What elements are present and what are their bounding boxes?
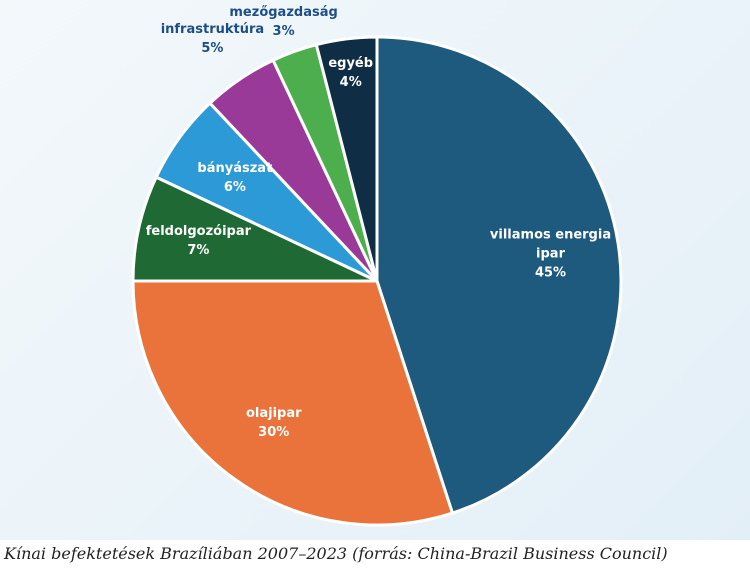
- value-label: 30%: [258, 425, 290, 441]
- category-label: feldolgozóipar: [145, 224, 252, 240]
- slice-label: mezőgazdaság 3%: [229, 3, 337, 41]
- value-label: 5%: [201, 40, 224, 56]
- slice-label: olajipar 30%: [246, 404, 302, 442]
- pie-slice: [375, 35, 623, 515]
- slice-label: bányászat 6%: [197, 159, 272, 197]
- slice-label: infrastruktúra 5%: [161, 20, 264, 58]
- slice-label: feldolgozóipar 7%: [146, 222, 251, 260]
- pie-slice: [131, 175, 378, 283]
- slice-label: villamos energia ipar 45%: [486, 225, 616, 282]
- chart: [131, 35, 623, 527]
- value-label: 7%: [187, 243, 210, 259]
- category-label: bányászat: [197, 160, 273, 176]
- pie-slice: [314, 35, 379, 282]
- category-label: mezőgazdaság: [229, 4, 338, 20]
- value-label: 6%: [223, 179, 246, 195]
- chart-area: villamos energia ipar 45% olajipar 30% feldo…: [0, 0, 750, 540]
- category-label: olajipar: [245, 406, 302, 422]
- category-label: villamos energia ipar: [489, 227, 612, 262]
- value-label: 3%: [272, 23, 295, 39]
- caption: Kínai befektetések Brazíliában 2007–2023…: [4, 544, 668, 563]
- category-label: egyéb: [328, 55, 374, 71]
- value-label: 4%: [339, 74, 362, 90]
- pie-slice: [131, 279, 455, 527]
- category-label: infrastruktúra: [160, 21, 265, 37]
- value-label: 45%: [534, 265, 567, 281]
- slice-label: egyéb 4%: [328, 54, 373, 92]
